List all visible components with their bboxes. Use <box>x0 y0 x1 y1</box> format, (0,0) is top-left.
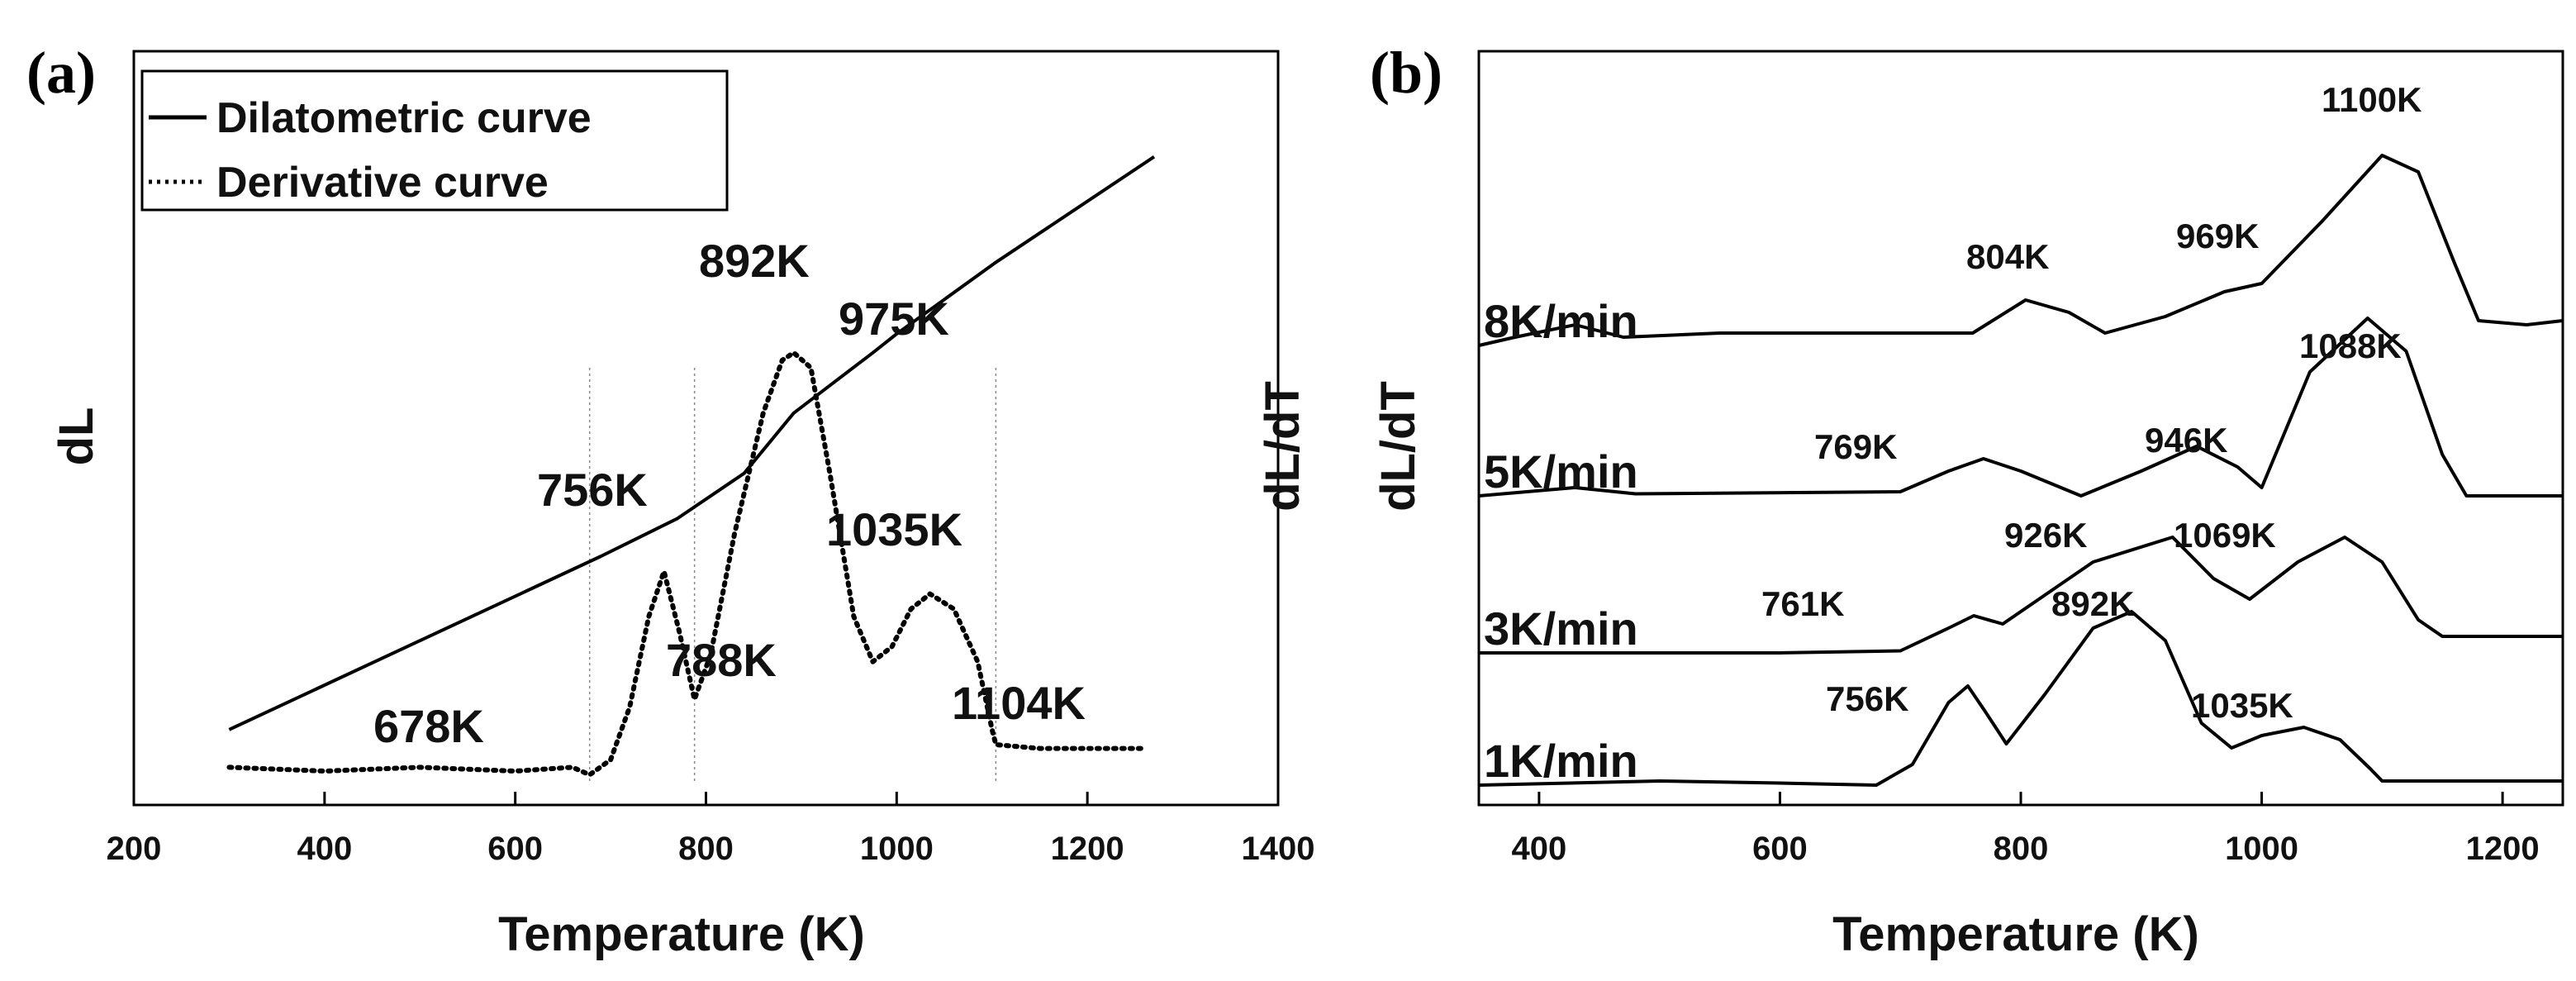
rate-label-1K-per-min: 1K/min <box>1484 735 1638 787</box>
rate-label-8K-per-min: 8K/min <box>1484 295 1638 347</box>
x-tick-label-a-1400: 1400 <box>1242 831 1315 867</box>
annotation-b-756K: 756K <box>1826 679 1908 718</box>
panel-a-x-ticks: 200 400 600 800 1000 1200 1400 <box>107 792 1315 867</box>
x-tick-label-b-400: 400 <box>1512 831 1567 867</box>
panel-b-series <box>1478 154 2564 787</box>
series-5K-per-min <box>1478 317 2563 498</box>
x-tick-label-b-1200: 1200 <box>2466 831 2540 867</box>
panel-b-chart: 400 600 800 1000 1200 1K/min 3K/min 5K/min 8K/m… <box>1256 50 2564 961</box>
annotation-892K: 892K <box>699 235 810 287</box>
panel-a-chart: 200 400 600 800 1000 1200 1400 678K 756K 788K … <box>50 50 1315 961</box>
panel-b-y-axis-title-inner: dL/dT <box>1371 381 1425 512</box>
panel-a-series <box>226 155 1156 778</box>
annotation-b-1100K: 1100K <box>2322 80 2422 119</box>
series-3K-per-min <box>1479 536 2563 655</box>
x-tick-label-b-800: 800 <box>1994 831 2049 867</box>
x-tick-label-a-400: 400 <box>297 831 352 867</box>
annotation-b-761K: 761K <box>1761 584 1844 623</box>
derivative-curve <box>226 350 1148 778</box>
x-tick-label-b-600: 600 <box>1752 831 1808 867</box>
panel-a-y-axis-title: dL <box>50 407 103 466</box>
x-tick-label-b-1000: 1000 <box>2225 831 2298 867</box>
annotation-788K: 788K <box>666 634 777 686</box>
annotation-b-1088K: 1088K <box>2299 326 2402 365</box>
annotation-b-804K: 804K <box>1966 237 2049 276</box>
legend-derivative-label: Derivative curve <box>216 159 549 207</box>
x-tick-label-a-1000: 1000 <box>860 831 934 867</box>
panel-a-legend: Dilatometric curve Derivative curve <box>140 69 729 212</box>
rate-label-3K-per-min: 3K/min <box>1484 602 1638 655</box>
panel-b-y-axis-title-outer: dL/dT <box>1256 381 1309 512</box>
annotation-b-969K: 969K <box>2176 217 2259 255</box>
annotation-1104K: 1104K <box>952 677 1086 729</box>
annotation-975K: 975K <box>839 293 949 345</box>
dilatometric-curve <box>228 155 1156 731</box>
annotation-b-892K: 892K <box>2051 584 2134 623</box>
x-tick-label-a-800: 800 <box>678 831 734 867</box>
panel-a-annotations: 678K 756K 788K 892K 975K 1035K 1104K <box>373 235 1086 752</box>
annotation-1035K: 1035K <box>826 503 962 555</box>
series-1K-per-min <box>1478 610 2563 787</box>
annotation-b-926K: 926K <box>2004 516 2087 555</box>
annotation-b-1035K: 1035K <box>2191 686 2293 725</box>
annotation-756K: 756K <box>537 464 648 516</box>
x-tick-label-a-600: 600 <box>487 831 543 867</box>
panel-a-letter: (a) <box>26 40 96 106</box>
panel-b-x-axis-title: Temperature (K) <box>1832 907 2199 961</box>
legend-box <box>140 69 729 212</box>
panel-a-guide-lines <box>588 368 997 781</box>
legend-dilatometric-label: Dilatometric curve <box>216 94 592 142</box>
annotation-b-946K: 946K <box>2145 421 2227 460</box>
annotation-678K: 678K <box>373 700 484 752</box>
panel-b-rate-labels: 1K/min 3K/min 5K/min 8K/min <box>1484 295 1638 787</box>
x-tick-label-a-200: 200 <box>107 831 162 867</box>
panel-b-x-ticks: 400 600 800 1000 1200 <box>1512 792 2540 867</box>
rate-label-5K-per-min: 5K/min <box>1484 445 1638 498</box>
annotation-b-769K: 769K <box>1814 427 1897 466</box>
annotation-b-1069K: 1069K <box>2174 516 2276 555</box>
series-8K-per-min <box>1478 154 2564 347</box>
x-tick-label-a-1200: 1200 <box>1051 831 1124 867</box>
panel-a-x-axis-title: Temperature (K) <box>498 907 865 961</box>
panel-b-annotations: 756K 892K 1035K 761K 926K 1069K 769K 946… <box>1761 80 2422 725</box>
panel-b-letter: (b) <box>1370 40 1442 106</box>
